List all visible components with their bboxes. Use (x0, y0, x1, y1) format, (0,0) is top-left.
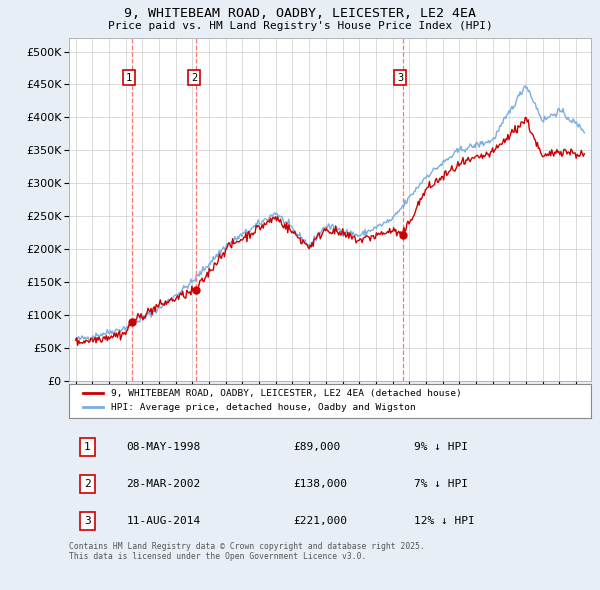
Text: 2: 2 (191, 73, 197, 83)
Text: 28-MAR-2002: 28-MAR-2002 (127, 479, 200, 489)
Text: £89,000: £89,000 (293, 442, 341, 452)
Text: 9, WHITEBEAM ROAD, OADBY, LEICESTER, LE2 4EA: 9, WHITEBEAM ROAD, OADBY, LEICESTER, LE2… (124, 7, 476, 20)
Text: 08-MAY-1998: 08-MAY-1998 (127, 442, 200, 452)
Text: 12% ↓ HPI: 12% ↓ HPI (413, 516, 474, 526)
Text: 9% ↓ HPI: 9% ↓ HPI (413, 442, 467, 452)
Text: 1: 1 (84, 442, 91, 452)
Text: Price paid vs. HM Land Registry's House Price Index (HPI): Price paid vs. HM Land Registry's House … (107, 21, 493, 31)
Text: Contains HM Land Registry data © Crown copyright and database right 2025.: Contains HM Land Registry data © Crown c… (69, 542, 425, 550)
Text: 2: 2 (84, 479, 91, 489)
Text: 11-AUG-2014: 11-AUG-2014 (127, 516, 200, 526)
Text: £138,000: £138,000 (293, 479, 347, 489)
Text: This data is licensed under the Open Government Licence v3.0.: This data is licensed under the Open Gov… (69, 552, 367, 561)
Text: £221,000: £221,000 (293, 516, 347, 526)
Text: 7% ↓ HPI: 7% ↓ HPI (413, 479, 467, 489)
Legend: 9, WHITEBEAM ROAD, OADBY, LEICESTER, LE2 4EA (detached house), HPI: Average pric: 9, WHITEBEAM ROAD, OADBY, LEICESTER, LE2… (79, 385, 466, 416)
Text: 3: 3 (397, 73, 403, 83)
Text: 1: 1 (126, 73, 133, 83)
Text: 3: 3 (84, 516, 91, 526)
